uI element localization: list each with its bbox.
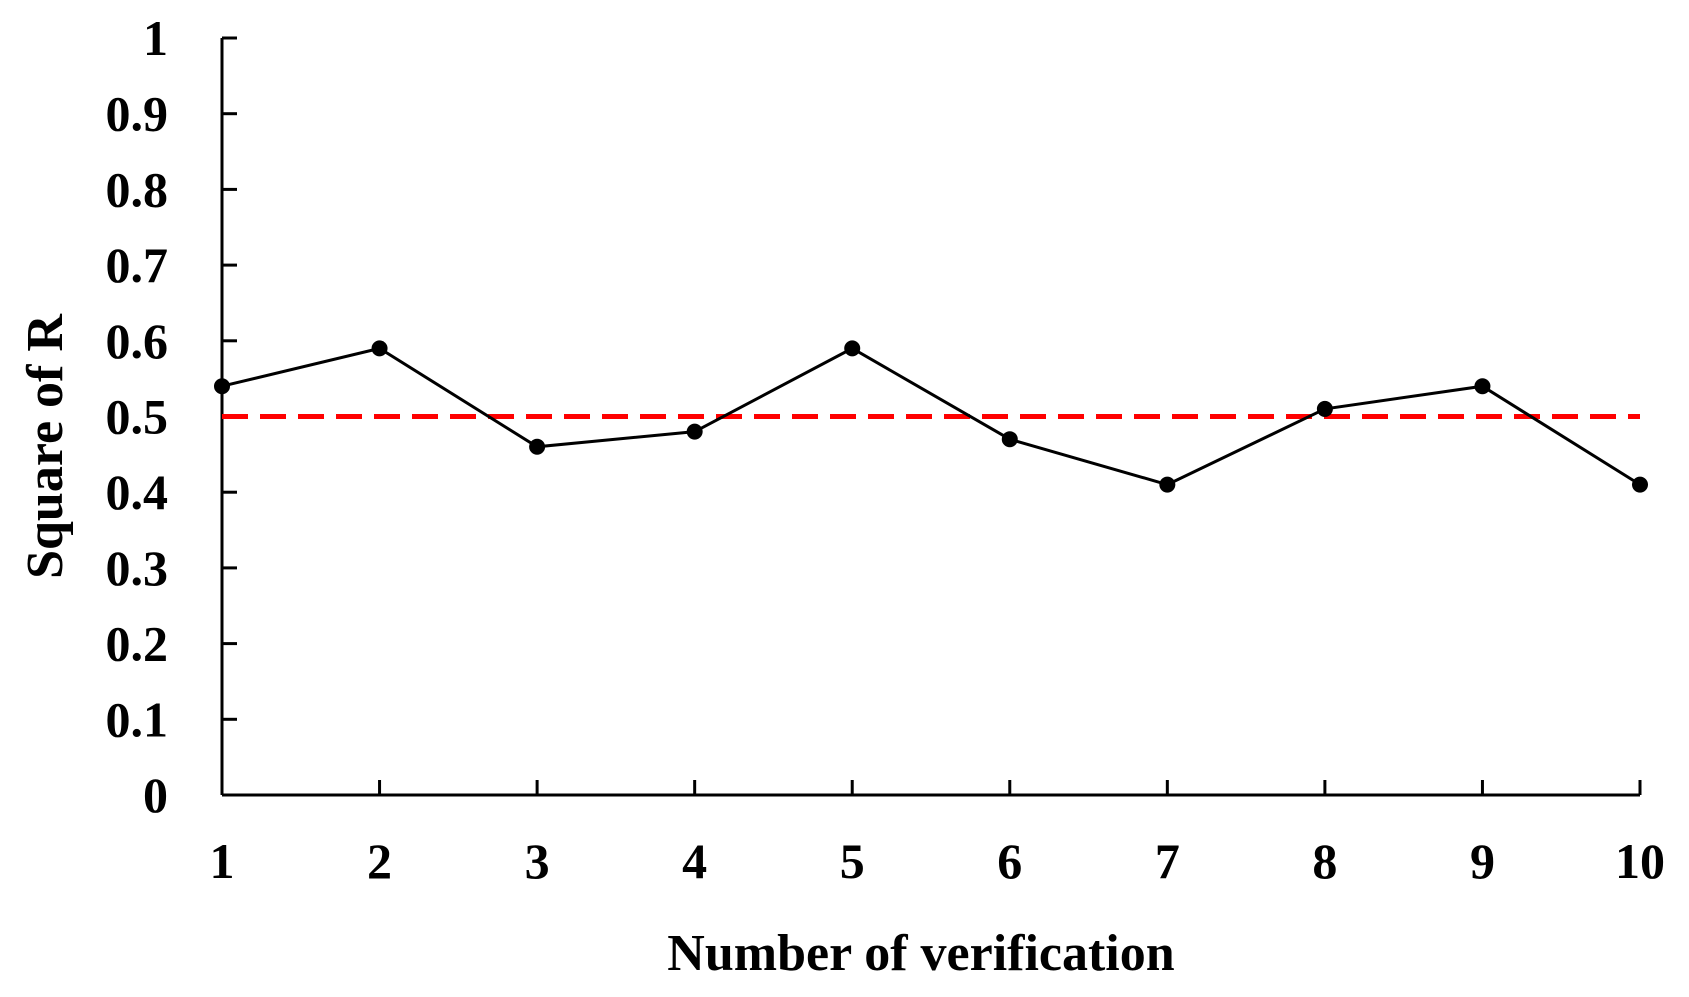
data-point: [1632, 476, 1648, 493]
x-axis-ticks: 1 2 3 4 5 6 7 8 9 10: [210, 780, 1665, 889]
y-axis-ticks: 0 0.1 0.2 0.3 0.4 0.5 0.6 0.7 0.8 0.9 1: [106, 10, 237, 823]
y-tick-label: 0.8: [106, 161, 169, 217]
data-point: [529, 438, 546, 455]
y-tick-label: 0: [143, 767, 168, 823]
x-tick-label: 9: [1470, 833, 1495, 889]
x-tick-label: 8: [1312, 833, 1337, 889]
y-tick-label: 0.2: [106, 616, 169, 672]
x-tick-label: 6: [997, 833, 1022, 889]
data-point: [1316, 400, 1333, 417]
data-point: [214, 378, 230, 395]
x-tick-label: 4: [682, 833, 707, 889]
y-tick-label: 0.4: [106, 464, 169, 520]
data-point: [1159, 476, 1176, 493]
x-axis-title: Number of verification: [667, 925, 1174, 982]
data-point: [686, 423, 703, 440]
x-tick-label: 5: [840, 833, 865, 889]
data-point: [1474, 378, 1491, 395]
y-axis-title: Square of R: [17, 313, 74, 579]
y-tick-label: 0.6: [106, 313, 169, 369]
series-group: [214, 340, 1648, 493]
y-tick-label: 0.3: [106, 540, 169, 596]
data-point: [844, 340, 861, 357]
y-tick-label: 0.7: [106, 237, 169, 293]
x-tick-label: 7: [1155, 833, 1180, 889]
series-line: [221, 346, 1641, 487]
y-tick-label: 1: [143, 10, 168, 66]
x-tick-label: 2: [367, 833, 392, 889]
y-tick-label: 0.1: [106, 691, 169, 747]
x-tick-label: 3: [525, 833, 550, 889]
y-tick-label: 0.5: [106, 389, 169, 445]
y-tick-label: 0.9: [106, 86, 169, 142]
x-tick-label: 10: [1615, 833, 1665, 889]
data-point: [371, 340, 388, 357]
data-point: [1001, 431, 1018, 448]
x-tick-label: 1: [210, 833, 235, 889]
